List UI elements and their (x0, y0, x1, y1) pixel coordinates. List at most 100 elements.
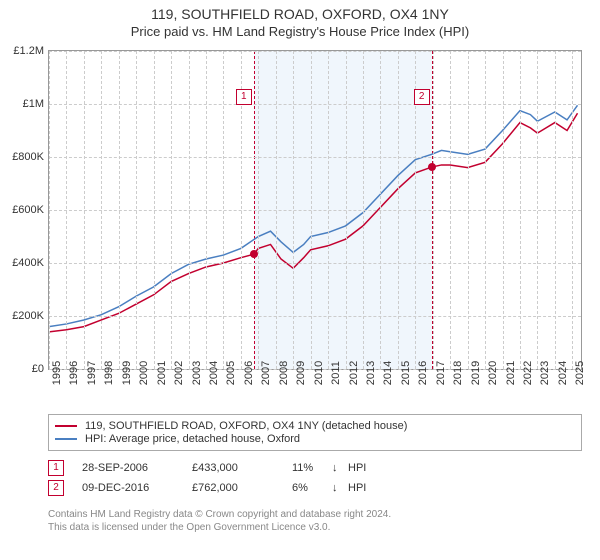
y-axis-label: £600K (12, 204, 49, 216)
chart-plot-area: £0£200K£400K£600K£800K£1M£1.2M1995199619… (48, 50, 582, 370)
legend-swatch (55, 438, 77, 440)
event-row: 2 09-DEC-2016 £762,000 6% ↓ HPI (48, 480, 582, 496)
x-axis-label: 1996 (66, 361, 80, 385)
x-axis-label: 2024 (555, 361, 569, 385)
series-line-property (49, 113, 578, 332)
x-axis-label: 2014 (380, 361, 394, 385)
x-axis-label: 1995 (49, 361, 63, 385)
event-price: £433,000 (192, 462, 292, 474)
gridline-vertical (433, 51, 434, 369)
x-axis-label: 1999 (119, 361, 133, 385)
x-axis-label: 2003 (189, 361, 203, 385)
legend-label: 119, SOUTHFIELD ROAD, OXFORD, OX4 1NY (d… (85, 420, 407, 432)
gridline-vertical (223, 51, 224, 369)
y-axis-label: £0 (32, 363, 49, 375)
y-axis-label: £200K (12, 310, 49, 322)
y-axis-label: £1M (23, 98, 49, 110)
gridline-horizontal (49, 210, 581, 211)
gridline-vertical (276, 51, 277, 369)
footer-line: Contains HM Land Registry data © Crown c… (48, 508, 582, 521)
gridline-vertical (311, 51, 312, 369)
event-pct: 11% (292, 462, 332, 474)
gridline-vertical (485, 51, 486, 369)
sale-point-marker (250, 250, 258, 258)
x-axis-label: 2006 (241, 361, 255, 385)
gridline-vertical (154, 51, 155, 369)
down-arrow-icon: ↓ (332, 462, 348, 474)
x-axis-label: 2008 (276, 361, 290, 385)
x-axis-label: 2019 (468, 361, 482, 385)
gridline-vertical (503, 51, 504, 369)
gridline-horizontal (49, 51, 581, 52)
gridline-vertical (468, 51, 469, 369)
gridline-vertical (537, 51, 538, 369)
gridline-vertical (171, 51, 172, 369)
x-axis-label: 2021 (503, 361, 517, 385)
event-price: £762,000 (192, 482, 292, 494)
gridline-vertical (136, 51, 137, 369)
annotation-number-box: 1 (236, 89, 252, 105)
x-axis-label: 1997 (84, 361, 98, 385)
x-axis-label: 2004 (206, 361, 220, 385)
sale-point-marker (428, 163, 436, 171)
gridline-vertical (572, 51, 573, 369)
gridline-vertical (66, 51, 67, 369)
events-table: 1 28-SEP-2006 £433,000 11% ↓ HPI 2 09-DE… (48, 456, 582, 500)
x-axis-label: 2013 (363, 361, 377, 385)
x-axis-label: 2017 (433, 361, 447, 385)
event-row: 1 28-SEP-2006 £433,000 11% ↓ HPI (48, 460, 582, 476)
gridline-horizontal (49, 316, 581, 317)
x-axis-label: 2002 (171, 361, 185, 385)
x-axis-label: 2001 (154, 361, 168, 385)
gridline-vertical (258, 51, 259, 369)
x-axis-label: 2020 (485, 361, 499, 385)
gridline-vertical (293, 51, 294, 369)
y-axis-label: £400K (12, 257, 49, 269)
legend-row: 119, SOUTHFIELD ROAD, OXFORD, OX4 1NY (d… (55, 420, 575, 432)
footer-attribution: Contains HM Land Registry data © Crown c… (48, 508, 582, 534)
x-axis-label: 2007 (258, 361, 272, 385)
gridline-horizontal (49, 263, 581, 264)
gridline-horizontal (49, 104, 581, 105)
x-axis-label: 2005 (223, 361, 237, 385)
event-pct: 6% (292, 482, 332, 494)
x-axis-label: 2000 (136, 361, 150, 385)
x-axis-label: 2009 (293, 361, 307, 385)
gridline-vertical (555, 51, 556, 369)
annotation-number-box: 2 (414, 89, 430, 105)
event-tag: HPI (348, 462, 366, 474)
gridline-vertical (189, 51, 190, 369)
footer-line: This data is licensed under the Open Gov… (48, 521, 582, 534)
x-axis-label: 2011 (328, 361, 342, 385)
x-axis-label: 2018 (450, 361, 464, 385)
gridline-horizontal (49, 157, 581, 158)
chart-title: 119, SOUTHFIELD ROAD, OXFORD, OX4 1NY (0, 6, 600, 22)
y-axis-label: £800K (12, 151, 49, 163)
x-axis-label: 1998 (101, 361, 115, 385)
gridline-vertical (84, 51, 85, 369)
y-axis-label: £1.2M (13, 45, 49, 57)
legend-box: 119, SOUTHFIELD ROAD, OXFORD, OX4 1NY (d… (48, 414, 582, 451)
gridline-vertical (328, 51, 329, 369)
x-axis-label: 2023 (537, 361, 551, 385)
gridline-vertical (346, 51, 347, 369)
gridline-vertical (363, 51, 364, 369)
x-axis-label: 2025 (572, 361, 586, 385)
series-line-hpi (49, 105, 578, 326)
event-date: 28-SEP-2006 (82, 462, 192, 474)
gridline-vertical (49, 51, 50, 369)
chart-subtitle: Price paid vs. HM Land Registry's House … (0, 24, 600, 39)
down-arrow-icon: ↓ (332, 482, 348, 494)
x-axis-label: 2016 (415, 361, 429, 385)
x-axis-label: 2012 (346, 361, 360, 385)
x-axis-label: 2015 (398, 361, 412, 385)
event-number-box: 1 (48, 460, 64, 476)
gridline-vertical (119, 51, 120, 369)
x-axis-label: 2010 (311, 361, 325, 385)
legend-label: HPI: Average price, detached house, Oxfo… (85, 433, 300, 445)
event-date: 09-DEC-2016 (82, 482, 192, 494)
event-tag: HPI (348, 482, 366, 494)
gridline-vertical (450, 51, 451, 369)
event-number-box: 2 (48, 480, 64, 496)
gridline-vertical (206, 51, 207, 369)
